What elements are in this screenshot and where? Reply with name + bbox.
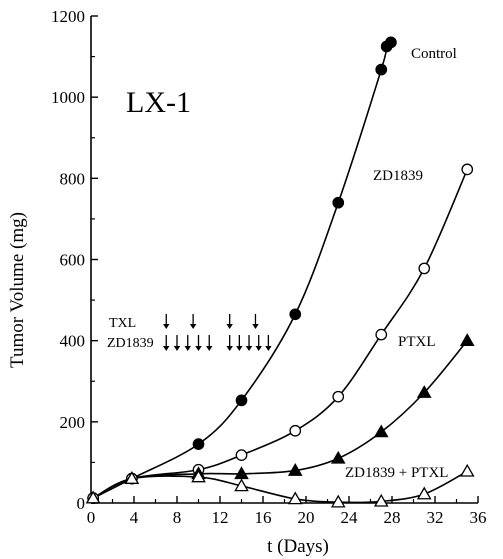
zd1839-dose-arrow-head (245, 346, 253, 351)
marker-ptxl (416, 385, 432, 398)
treatment-label-txl: TXL (109, 316, 136, 331)
panel-label: LX-1 (126, 86, 191, 119)
marker-ptxl (234, 466, 249, 480)
x-tick-label: 24 (341, 508, 359, 527)
txl-dose-arrow-head (163, 324, 170, 329)
treatment-label-zd1839: ZD1839 (107, 336, 154, 351)
marker-zd1839 (289, 424, 302, 437)
x-tick-label: 0 (87, 508, 96, 527)
series-label-ptxl: PTXL (398, 334, 436, 350)
marker-ptxl (459, 333, 475, 346)
y-tick-label: 200 (60, 413, 86, 432)
series-label-zd1839-ptxl: ZD1839 + PTXL (345, 465, 448, 481)
marker-zd1839-ptxl (330, 494, 346, 508)
zd1839-dose-arrow-head (184, 346, 191, 351)
y-tick-label: 600 (60, 251, 86, 270)
zd1839-dose-arrow-head (236, 346, 243, 351)
marker-control (332, 196, 345, 209)
y-tick-label: 400 (60, 332, 86, 351)
y-tick-label: 0 (77, 494, 86, 513)
zd1839-dose-arrow-head (206, 346, 213, 351)
marker-control (192, 438, 205, 451)
y-axis-title: Tumor Volume (mg) (7, 212, 28, 368)
marker-zd1839 (375, 328, 388, 341)
txl-dose-arrow-head (252, 324, 259, 329)
marker-zd1839-ptxl (124, 471, 140, 484)
marker-zd1839 (332, 390, 345, 403)
marker-zd1839-ptxl (191, 469, 206, 483)
ticks: 0 4 8 12 16 20 24 28 32 36 0 200 400 600 800 1000 1200 (51, 7, 487, 527)
marker-control (385, 36, 397, 49)
x-tick-label: 16 (255, 508, 272, 527)
marker-control (375, 63, 388, 76)
zd1839-dose-arrow-head (173, 346, 181, 351)
zd1839-dose-arrow-head (226, 346, 233, 351)
marker-zd1839-ptxl (373, 493, 389, 507)
marker-zd1839-ptxl (85, 490, 101, 504)
x-tick-label: 36 (470, 508, 487, 527)
y-tick-label: 800 (60, 169, 86, 188)
marker-zd1839-ptxl (287, 491, 303, 505)
marker-ptxl (287, 463, 303, 476)
marker-zd1839 (461, 163, 474, 176)
x-tick-label: 8 (173, 508, 182, 527)
x-tick-label: 4 (130, 508, 139, 527)
x-axis-title: t (Days) (267, 536, 329, 557)
marker-zd1839 (235, 449, 248, 461)
markers (85, 36, 475, 508)
zd1839-dose-arrow-head (163, 346, 170, 351)
series-label-control: Control (411, 46, 457, 62)
marker-control (289, 308, 302, 321)
x-tick-label: 32 (427, 508, 444, 527)
txl-dose-arrow-head (189, 324, 197, 329)
zd1839-dose-arrow-head (255, 346, 262, 351)
zd1839-dose-arrow-head (195, 346, 202, 351)
marker-zd1839-ptxl (459, 463, 475, 477)
marker-zd1839 (418, 262, 431, 275)
zd1839-dose-arrow-head (265, 346, 272, 351)
treatment-schedule (163, 314, 272, 351)
y-tick-label: 1000 (51, 88, 85, 107)
x-tick-label: 28 (384, 508, 401, 527)
y-tick-label: 1200 (51, 7, 85, 26)
marker-zd1839-ptxl (234, 478, 249, 492)
marker-zd1839-ptxl (416, 486, 432, 500)
marker-ptxl (330, 450, 346, 464)
marker-control (235, 394, 248, 407)
series-label-zd1839: ZD1839 (373, 168, 423, 184)
x-tick-label: 12 (212, 508, 229, 527)
txl-dose-arrow-head (226, 324, 233, 329)
marker-ptxl (373, 424, 389, 438)
x-tick-label: 20 (298, 508, 315, 527)
